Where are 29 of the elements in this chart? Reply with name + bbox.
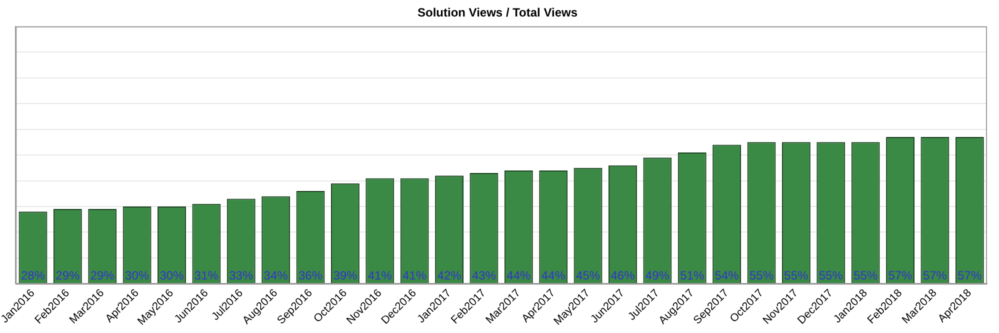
data-label: 39%	[333, 268, 358, 282]
data-label: 44%	[541, 268, 566, 282]
data-label: 54%	[714, 268, 740, 282]
data-label: 34%	[264, 268, 288, 282]
data-label: 49%	[645, 268, 670, 282]
data-label: 55%	[818, 268, 844, 282]
data-label: 57%	[922, 268, 948, 282]
data-label: 33%	[229, 268, 254, 282]
data-label: 57%	[888, 268, 913, 282]
chart-title: Solution Views / Total Views	[417, 6, 578, 20]
data-label: 51%	[680, 268, 704, 282]
data-label: 55%	[749, 268, 774, 282]
data-label: 57%	[958, 268, 982, 282]
data-label: 29%	[90, 268, 115, 282]
data-label: 43%	[472, 268, 496, 282]
data-label: 41%	[368, 268, 392, 282]
data-label: 44%	[506, 268, 531, 282]
data-label: 42%	[437, 268, 462, 282]
data-label: 29%	[56, 268, 80, 282]
data-label: 55%	[854, 268, 878, 282]
data-label: 46%	[610, 268, 636, 282]
data-label: 36%	[298, 268, 323, 282]
data-label: 30%	[160, 268, 184, 282]
data-label: 55%	[784, 268, 809, 282]
data-label: 41%	[402, 268, 427, 282]
data-label: 45%	[576, 268, 600, 282]
data-label: 28%	[20, 268, 46, 282]
data-label: 31%	[194, 268, 219, 282]
data-label: 30%	[125, 268, 150, 282]
